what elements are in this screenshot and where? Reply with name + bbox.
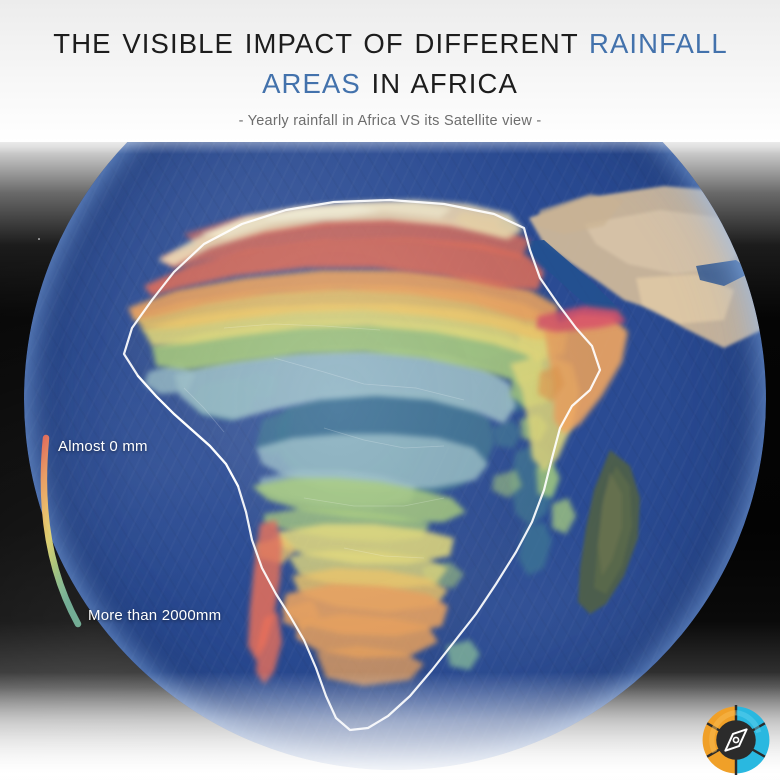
globe-sphere (24, 120, 766, 770)
title-text-part3: IN AFRICA (360, 68, 518, 99)
legend-label-min: Almost 0 mm (58, 438, 148, 455)
title-text-part1: THE VISIBLE IMPACT OF DIFFERENT (53, 28, 589, 59)
title-highlight-areas: AREAS (262, 68, 361, 99)
compass-logo[interactable] (698, 702, 774, 778)
page-title: THE VISIBLE IMPACT OF DIFFERENT RAINFALL… (32, 24, 748, 104)
legend-label-max: More than 2000mm (88, 607, 222, 624)
logo-center-disc (716, 720, 756, 760)
page-subtitle: - Yearly rainfall in Africa VS its Satel… (238, 113, 542, 129)
earth-globe (0, 120, 780, 780)
globe-scene (0, 120, 780, 780)
globe-limb-shading (24, 120, 766, 770)
header: THE VISIBLE IMPACT OF DIFFERENT RAINFALL… (0, 0, 780, 142)
title-highlight-rainfall: RAINFALL (589, 28, 727, 59)
star (38, 238, 40, 240)
